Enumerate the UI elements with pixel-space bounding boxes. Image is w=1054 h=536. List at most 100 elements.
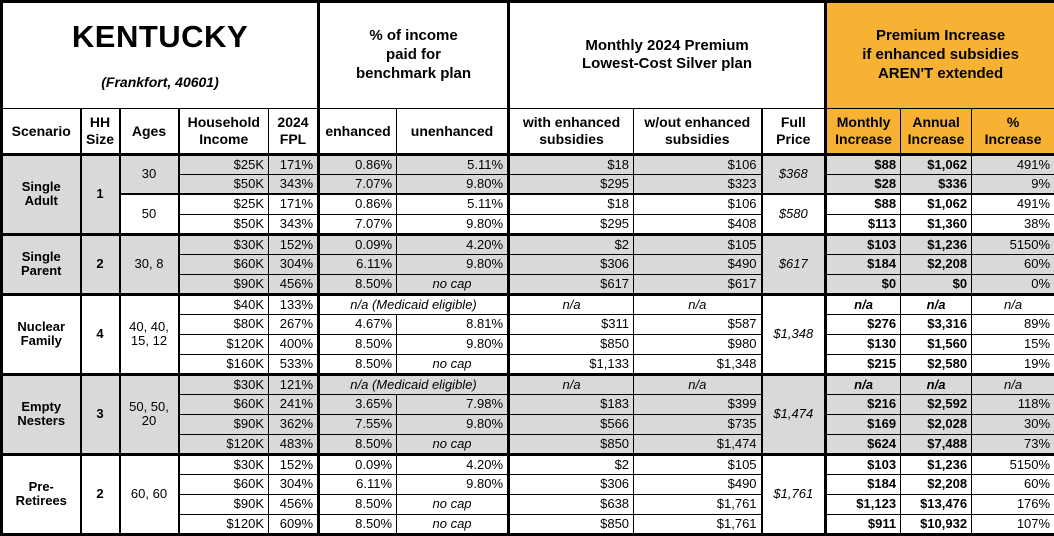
- cell-annual-increase: $1,062: [901, 154, 972, 174]
- cell-fpl: 304%: [269, 254, 319, 274]
- cell-monthly-increase: n/a: [826, 294, 901, 314]
- cell-annual-increase: $2,592: [901, 394, 972, 414]
- cell-without-subsidies: $399: [634, 394, 762, 414]
- cell-unenhanced: 5.11%: [397, 194, 509, 214]
- cell-income: $120K: [179, 434, 269, 454]
- cell-annual-increase: $2,208: [901, 474, 972, 494]
- cell-with-subsidies: n/a: [509, 374, 634, 394]
- cell-annual-increase: $1,360: [901, 214, 972, 234]
- cell-monthly-increase: $88: [826, 154, 901, 174]
- cell-without-subsidies: $735: [634, 414, 762, 434]
- cell-pct-increase: 15%: [972, 334, 1054, 354]
- ages-cell: 50: [120, 194, 179, 234]
- cell-full-price: $580: [762, 194, 826, 234]
- cell-unenhanced: 4.20%: [397, 454, 509, 474]
- cell-without-subsidies: $1,348: [634, 354, 762, 374]
- cell-annual-increase: $2,028: [901, 414, 972, 434]
- cell-with-subsidies: $295: [509, 174, 634, 194]
- scenario-cell: Nuclear Family: [2, 294, 81, 374]
- cell-enhanced: 0.09%: [319, 454, 397, 474]
- cell-fpl: 171%: [269, 194, 319, 214]
- cell-unenhanced: 9.80%: [397, 474, 509, 494]
- cell-with-subsidies: $1,133: [509, 354, 634, 374]
- cell-fpl: 609%: [269, 514, 319, 534]
- cell-without-subsidies: $106: [634, 154, 762, 174]
- cell-without-subsidies: $105: [634, 454, 762, 474]
- cell-pct-increase: n/a: [972, 374, 1054, 394]
- scenario-cell: Single Adult: [2, 154, 81, 234]
- cell-pct-increase: 491%: [972, 194, 1054, 214]
- ages-cell: 60, 60: [120, 454, 179, 534]
- cell-annual-increase: $3,316: [901, 314, 972, 334]
- cell-annual-increase: n/a: [901, 294, 972, 314]
- table-row: Nuclear Family 4 40, 40, 15, 12 $40K 133…: [2, 294, 1054, 314]
- col-header-pct-increase: % Increase: [972, 108, 1054, 154]
- cell-fpl: 456%: [269, 494, 319, 514]
- cell-pct-increase: 60%: [972, 474, 1054, 494]
- section-premium: Monthly 2024 Premium Lowest-Cost Silver …: [509, 2, 826, 109]
- cell-unenhanced: 4.20%: [397, 234, 509, 254]
- cell-with-subsidies: $617: [509, 274, 634, 294]
- cell-income: $30K: [179, 234, 269, 254]
- cell-income: $90K: [179, 414, 269, 434]
- cell-full-price: $368: [762, 154, 826, 194]
- table-row: 50 $25K 171% 0.86% 5.11% $18 $106 $580 $…: [2, 194, 1054, 214]
- cell-without-subsidies: $617: [634, 274, 762, 294]
- cell-enhanced: 8.50%: [319, 514, 397, 534]
- cell-monthly-increase: $113: [826, 214, 901, 234]
- cell-without-subsidies: $105: [634, 234, 762, 254]
- section-income-pct: % of income paid for benchmark plan: [319, 2, 509, 109]
- col-header-hh-size: HH Size: [81, 108, 120, 154]
- cell-pct-increase: 176%: [972, 494, 1054, 514]
- cell-income: $30K: [179, 454, 269, 474]
- cell-unenhanced: no cap: [397, 434, 509, 454]
- cell-unenhanced: no cap: [397, 274, 509, 294]
- cell-unenhanced: no cap: [397, 514, 509, 534]
- state-title: KENTUCKY: [3, 21, 317, 54]
- cell-unenhanced: 9.80%: [397, 254, 509, 274]
- cell-pct-increase: 30%: [972, 414, 1054, 434]
- cell-income: $160K: [179, 354, 269, 374]
- cell-medicaid-note: n/a (Medicaid eligible): [319, 374, 509, 394]
- cell-income: $30K: [179, 374, 269, 394]
- cell-fpl: 400%: [269, 334, 319, 354]
- cell-monthly-increase: $0: [826, 274, 901, 294]
- cell-with-subsidies: $2: [509, 454, 634, 474]
- cell-fpl: 152%: [269, 454, 319, 474]
- col-header-fpl: 2024 FPL: [269, 108, 319, 154]
- cell-monthly-increase: $216: [826, 394, 901, 414]
- cell-unenhanced: 9.80%: [397, 174, 509, 194]
- col-header-ages: Ages: [120, 108, 179, 154]
- cell-monthly-increase: $184: [826, 474, 901, 494]
- cell-without-subsidies: $980: [634, 334, 762, 354]
- cell-unenhanced: no cap: [397, 354, 509, 374]
- cell-with-subsidies: $18: [509, 194, 634, 214]
- cell-income: $60K: [179, 474, 269, 494]
- cell-enhanced: 7.55%: [319, 414, 397, 434]
- cell-with-subsidies: $295: [509, 214, 634, 234]
- cell-income: $50K: [179, 214, 269, 234]
- cell-fpl: 241%: [269, 394, 319, 414]
- cell-pct-increase: 38%: [972, 214, 1054, 234]
- cell-monthly-increase: $88: [826, 194, 901, 214]
- cell-pct-increase: 9%: [972, 174, 1054, 194]
- cell-with-subsidies: n/a: [509, 294, 634, 314]
- cell-with-subsidies: $850: [509, 514, 634, 534]
- cell-fpl: 121%: [269, 374, 319, 394]
- scenario-cell: Pre- Retirees: [2, 454, 81, 534]
- cell-annual-increase: $0: [901, 274, 972, 294]
- cell-fpl: 267%: [269, 314, 319, 334]
- cell-monthly-increase: $103: [826, 454, 901, 474]
- cell-pct-increase: 118%: [972, 394, 1054, 414]
- cell-annual-increase: $2,208: [901, 254, 972, 274]
- cell-full-price: $1,474: [762, 374, 826, 454]
- cell-monthly-increase: n/a: [826, 374, 901, 394]
- column-header-row: Scenario HH Size Ages Household Income 2…: [2, 108, 1054, 154]
- ages-cell: 30, 8: [120, 234, 179, 294]
- cell-unenhanced: no cap: [397, 494, 509, 514]
- cell-fpl: 343%: [269, 174, 319, 194]
- ages-cell: 50, 50, 20: [120, 374, 179, 454]
- hh-size-cell: 1: [81, 154, 120, 234]
- cell-pct-increase: n/a: [972, 294, 1054, 314]
